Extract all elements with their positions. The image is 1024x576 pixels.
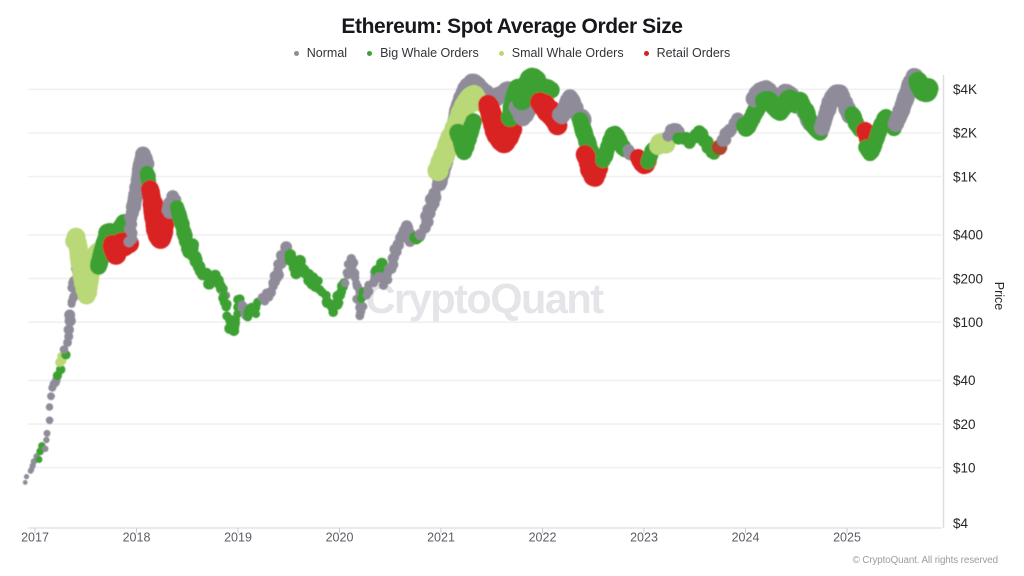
svg-text:$4K: $4K xyxy=(953,82,977,97)
svg-text:2021: 2021 xyxy=(427,531,455,545)
svg-text:$200: $200 xyxy=(953,271,983,286)
svg-text:$100: $100 xyxy=(953,315,983,330)
svg-text:$400: $400 xyxy=(953,228,983,243)
svg-text:2025: 2025 xyxy=(833,531,861,545)
svg-text:2020: 2020 xyxy=(326,531,354,545)
svg-text:$2K: $2K xyxy=(953,126,977,141)
svg-text:2022: 2022 xyxy=(529,531,557,545)
svg-text:$20: $20 xyxy=(953,417,976,432)
svg-text:CryptoQuant: CryptoQuant xyxy=(366,275,605,322)
svg-text:$4: $4 xyxy=(953,516,969,531)
svg-text:2024: 2024 xyxy=(732,531,760,545)
svg-text:2017: 2017 xyxy=(21,531,49,545)
svg-text:Price: Price xyxy=(992,282,1006,311)
svg-text:$40: $40 xyxy=(953,373,976,388)
svg-text:$1K: $1K xyxy=(953,169,977,184)
svg-text:$10: $10 xyxy=(953,460,976,475)
svg-text:2018: 2018 xyxy=(123,531,151,545)
svg-text:2023: 2023 xyxy=(630,531,658,545)
svg-text:2019: 2019 xyxy=(224,531,252,545)
